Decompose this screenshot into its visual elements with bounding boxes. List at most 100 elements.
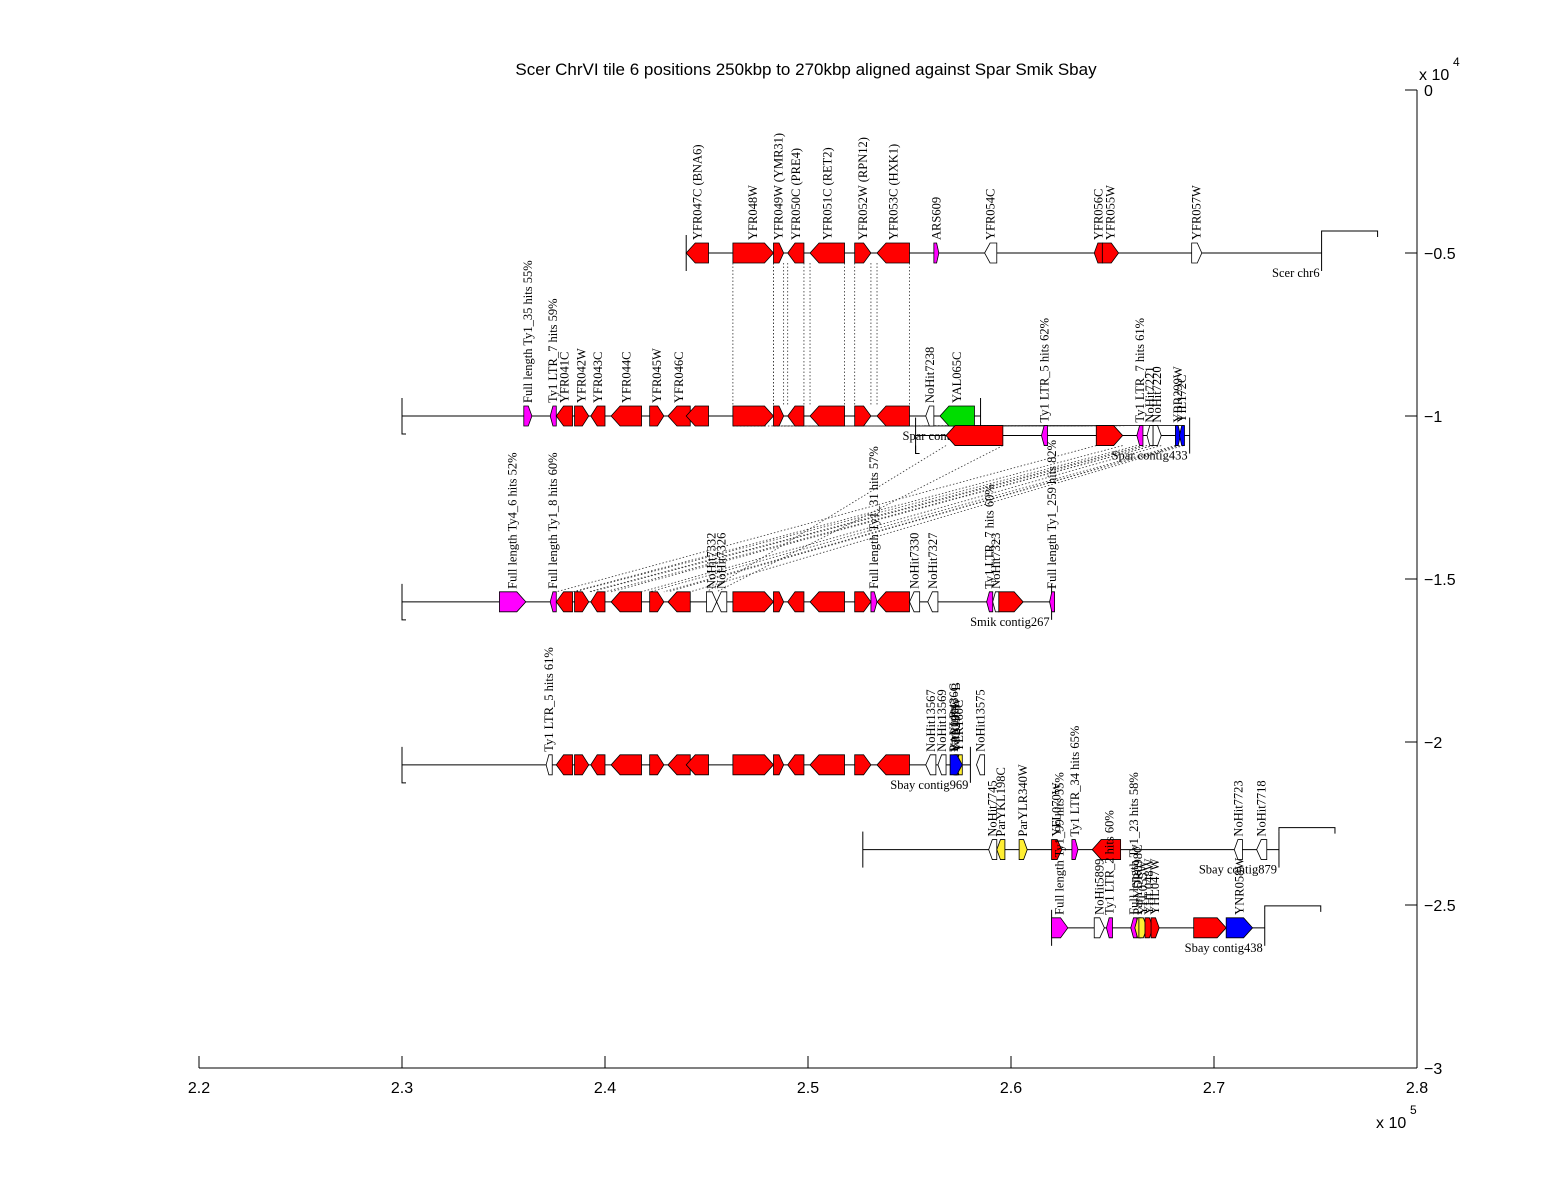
- gene-arrow: [1051, 917, 1069, 939]
- gene-arrow: [787, 591, 805, 613]
- y-axis-exponent: x 10: [1419, 67, 1449, 84]
- gene-label: YPL257W−B: [949, 682, 963, 752]
- gene-arrow: [649, 591, 665, 613]
- gene-arrow: [649, 405, 665, 427]
- gene-arrow: [732, 754, 775, 776]
- ortholog-link: [610, 445, 1154, 593]
- ortholog-link: [667, 445, 1180, 593]
- gene-arrow: [590, 591, 606, 613]
- gene-label: NoHit13569: [935, 689, 949, 752]
- chart-title: Scer ChrVI tile 6 positions 250kbp to 27…: [515, 60, 1097, 79]
- gene-arrow: [555, 405, 573, 427]
- gene-arrow: [876, 591, 910, 613]
- gene-label: YFR044C: [619, 352, 633, 403]
- gene-label: Full length Ty1_35 hits 55%: [521, 260, 535, 403]
- gene-label: YHL047W: [1148, 858, 1162, 914]
- gene-arrow: [732, 591, 775, 613]
- track-name-label: Sbay contig438: [1185, 941, 1263, 955]
- gene-label: Full length Ty1_259 hits 82%: [1045, 440, 1059, 589]
- ortholog-link: [663, 445, 1180, 593]
- gene-arrow: [787, 242, 805, 264]
- gene-label: YFR048W: [746, 185, 760, 240]
- track-name-label: Smik contig267: [970, 615, 1050, 629]
- gene-label: Ty1 LTR_5 hits 62%: [1037, 318, 1051, 423]
- gene-label: YFR049W (YMR31): [772, 133, 786, 240]
- gene-label: ParYLR340W: [1016, 764, 1030, 836]
- gene-arrow: [1093, 917, 1105, 939]
- gene-arrow: [927, 591, 939, 613]
- gene-label: Full length Ty4_6 hits 52%: [506, 452, 520, 588]
- gene-arrow: [1105, 917, 1113, 939]
- gene-arrow: [685, 754, 709, 776]
- gene-arrow: [909, 591, 921, 613]
- gene-label: NoHit7238: [923, 347, 937, 403]
- gene-arrow: [1101, 242, 1120, 264]
- gene-arrow: [667, 405, 691, 427]
- y-tick-label: −1.5: [1424, 572, 1456, 589]
- gene-label: YFR053C (HXK1): [886, 144, 900, 240]
- y-tick-label: −0.5: [1424, 246, 1456, 263]
- gene-label: NoHit7327: [926, 533, 940, 589]
- gene-arrow: [1175, 425, 1181, 446]
- gene-arrow: [809, 405, 845, 427]
- gene-label: NoHit7723: [1231, 780, 1245, 836]
- gene-arrow: [988, 839, 998, 860]
- gene-arrow: [854, 405, 872, 427]
- x-tick-label: 2.3: [391, 1080, 413, 1097]
- gene-arrow: [854, 242, 872, 264]
- gene-label: NoHit7323: [989, 533, 1003, 589]
- gene-label: NoHit7220: [1150, 366, 1164, 422]
- gene-arrow: [773, 242, 785, 264]
- gene-label: YIL172C: [1175, 375, 1189, 423]
- gene-arrow: [1051, 839, 1063, 860]
- gene-arrow: [610, 405, 642, 427]
- gene-arrow: [706, 591, 718, 613]
- track-bracket: [1278, 827, 1336, 834]
- track-name-label: Sbay contig969: [890, 778, 968, 792]
- gene-label: YNR058W: [1232, 858, 1246, 915]
- gene-label: Full length Ty1_23 hits 58%: [1127, 772, 1141, 915]
- gene-arrow: [986, 591, 994, 613]
- gene-arrow: [1233, 839, 1243, 860]
- gene-arrow: [574, 754, 590, 776]
- x-axis-exponent: x 10: [1376, 1115, 1406, 1132]
- y-tick-label: −3: [1424, 1061, 1442, 1078]
- gene-label: Ty1 LTR_7 hits 60%: [983, 484, 997, 589]
- gene-label: YHL048W: [1142, 858, 1156, 914]
- gene-label: Ty1 LTR_7 hits 61%: [1133, 318, 1147, 423]
- gene-label: NoHit13575: [974, 689, 988, 752]
- track-bracket: [401, 774, 406, 784]
- gene-arrow: [984, 242, 998, 264]
- contig-tracks: Scer chr6 YFR047C (BNA6) YFR048W YFR049W (Y…: [401, 133, 1379, 955]
- gene-arrow: [876, 405, 910, 427]
- x-tick-label: 2.4: [594, 1080, 616, 1097]
- gene-label: YFR050C (PRE4): [789, 148, 803, 240]
- gene-arrow: [1225, 917, 1254, 939]
- gene-arrow: [685, 405, 709, 427]
- gene-label: YFR046C: [672, 352, 686, 403]
- gene-label: Ty1 LTR_7 hits 59%: [546, 298, 560, 403]
- gene-arrow: [925, 405, 935, 427]
- gene-arrow: [732, 405, 775, 427]
- gene-arrow: [787, 754, 805, 776]
- gene-label: YFR043C: [591, 352, 605, 403]
- gene-arrow: [574, 405, 590, 427]
- track-bracket: [1264, 905, 1322, 912]
- gene-label: YAR009C: [948, 700, 962, 752]
- gene-arrow: [945, 425, 1004, 446]
- ortholog-link: [706, 445, 947, 593]
- gene-arrow: [649, 754, 665, 776]
- track-sbay-contig969: Sbay contig969 Ty1 LTR_5 hits 61% NoHit135…: [401, 647, 988, 792]
- gene-arrow: [574, 591, 590, 613]
- gene-arrow: [937, 754, 947, 776]
- gene-arrow: [716, 591, 728, 613]
- gene-arrow: [809, 242, 845, 264]
- gene-arrow: [610, 591, 642, 613]
- gene-arrow: [667, 591, 691, 613]
- gene-label: YER160C: [952, 700, 966, 752]
- gene-label: NoHit7221: [1143, 366, 1157, 422]
- gene-label: YFR042W: [575, 348, 589, 403]
- gene-label: NoHit7330: [908, 533, 922, 589]
